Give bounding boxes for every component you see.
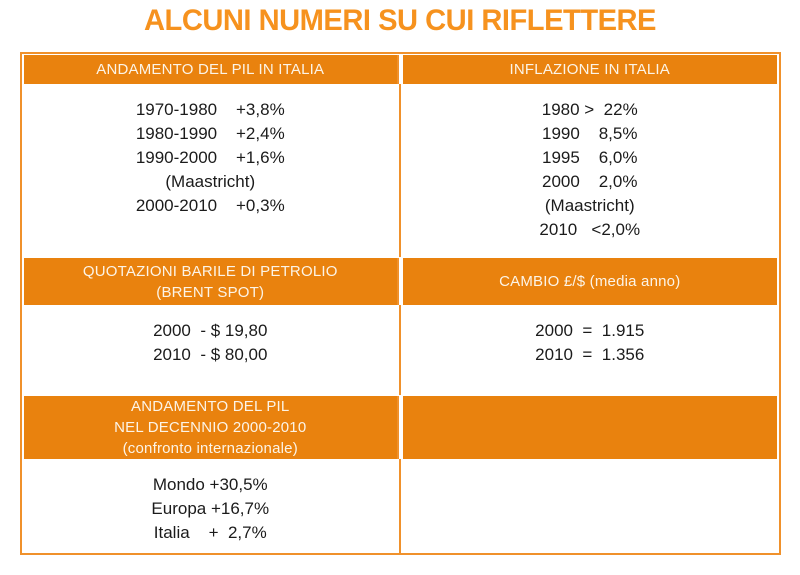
cell-andamento-pil-decennio: Mondo +30,5% Europa +16,7% Italia + 2,7% (22, 459, 401, 553)
numbers-table: ANDAMENTO DEL PIL IN ITALIA INFLAZIONE I… (20, 52, 781, 555)
cell-andamento-pil-italia: 1970-1980 +3,8% 1980-1990 +2,4% 1990-200… (22, 84, 401, 257)
header-quotazioni-petrolio: QUOTAZIONI BARILE DI PETROLIO (BRENT SPO… (24, 258, 399, 305)
cell-empty (401, 459, 780, 553)
cell-cambio-media-anno: 2000 = 1.915 2010 = 1.356 (535, 321, 645, 364)
header-andamento-pil-decennio: ANDAMENTO DEL PIL NEL DECENNIO 2000-2010… (24, 396, 399, 459)
header-empty (402, 396, 777, 459)
page-title: ALCUNI NUMERI SU CUI RIFLETTERE (143, 4, 656, 37)
cell-quotazioni-petrolio: 2000 - $ 19,80 2010 - $ 80,00 (22, 305, 401, 395)
cell-inflazione-italia: 1980 > 22% 1990 8,5% 1995 6,0% 2000 2,0%… (539, 100, 641, 239)
header-andamento-pil-italia: ANDAMENTO DEL PIL IN ITALIA (24, 55, 399, 84)
header-cambio-media-anno: CAMBIO £/$ (media anno) (402, 258, 777, 305)
header-inflazione-italia: INFLAZIONE IN ITALIA (402, 55, 777, 84)
